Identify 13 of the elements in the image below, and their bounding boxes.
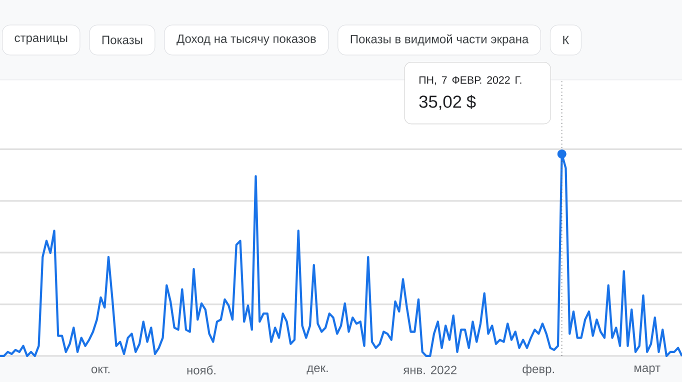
x-tick-label: нояб. xyxy=(187,366,216,374)
text: Показы xyxy=(102,36,142,44)
x-tick-label: дек. xyxy=(306,366,328,374)
text: страницы xyxy=(14,36,68,44)
text: Показы в видимой части экрана xyxy=(350,34,529,46)
text: Доход на тысячу показов xyxy=(176,34,316,46)
text: ПН, 7 ФЕВР. 2022 Г. xyxy=(419,76,522,86)
x-tick-label: март xyxy=(634,366,660,374)
x-tick-label: февр. xyxy=(522,364,554,376)
text: 35,02 $ xyxy=(419,94,476,110)
x-tick-label: окт. xyxy=(91,366,110,374)
x-tick-label: янв. 2022 xyxy=(403,366,456,374)
text: К xyxy=(563,36,570,44)
